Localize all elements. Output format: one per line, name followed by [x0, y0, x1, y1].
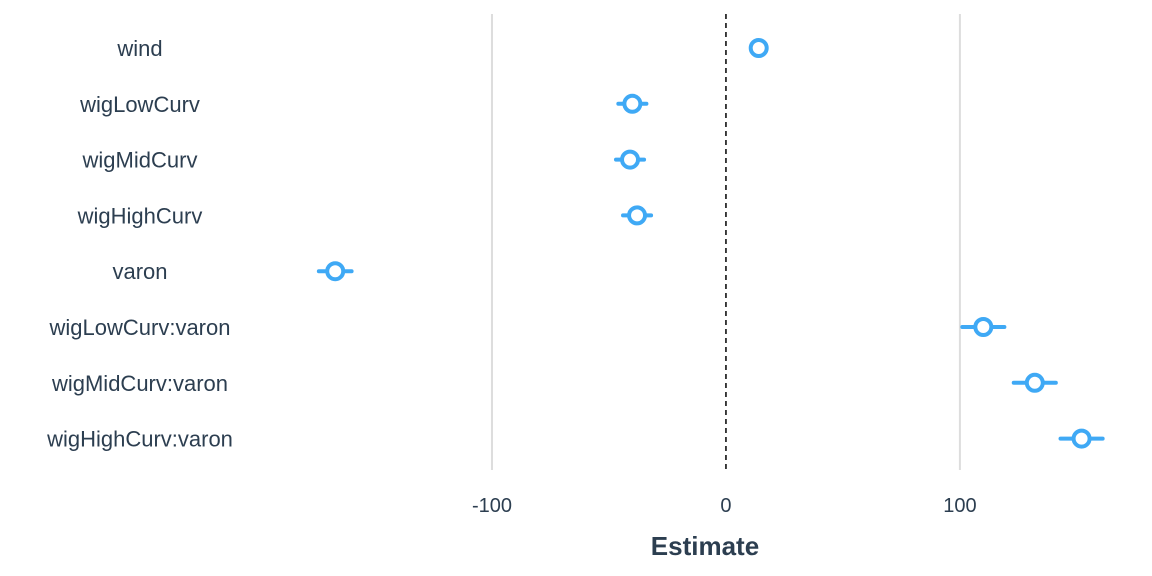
- category-label-layer: wind wigLowCurv wigMidCurv wigHighCurv varon…: [46, 36, 233, 452]
- estimate-point: [973, 317, 994, 337]
- estimate-point: [325, 261, 346, 282]
- category-label: wind: [116, 36, 162, 61]
- estimate-point: [622, 93, 643, 114]
- x-axis-title: Estimate: [651, 531, 759, 561]
- estimate-point: [1024, 372, 1045, 393]
- tick-label-layer: -100 0 100: [472, 495, 977, 517]
- category-label: varon: [112, 259, 167, 284]
- category-label: wigLowCurv:varon: [49, 315, 231, 340]
- estimate-point: [1071, 428, 1092, 449]
- estimate-point: [748, 38, 769, 58]
- x-tick-label: -100: [472, 495, 512, 517]
- category-label: wigLowCurv: [79, 92, 200, 117]
- x-tick-label: 100: [943, 495, 976, 517]
- estimate-point: [627, 205, 648, 226]
- estimate-point: [620, 149, 641, 170]
- confidence-interval-layer: [316, 101, 1105, 441]
- category-label: wigMidCurv:varon: [51, 371, 228, 396]
- category-label: wigMidCurv: [82, 148, 198, 173]
- point-layer: [325, 38, 1092, 449]
- grid-layer: [490, 14, 961, 470]
- category-label: wigHighCurv: [77, 203, 203, 228]
- x-tick-label: 0: [720, 495, 731, 517]
- category-label: wigHighCurv:varon: [46, 427, 233, 452]
